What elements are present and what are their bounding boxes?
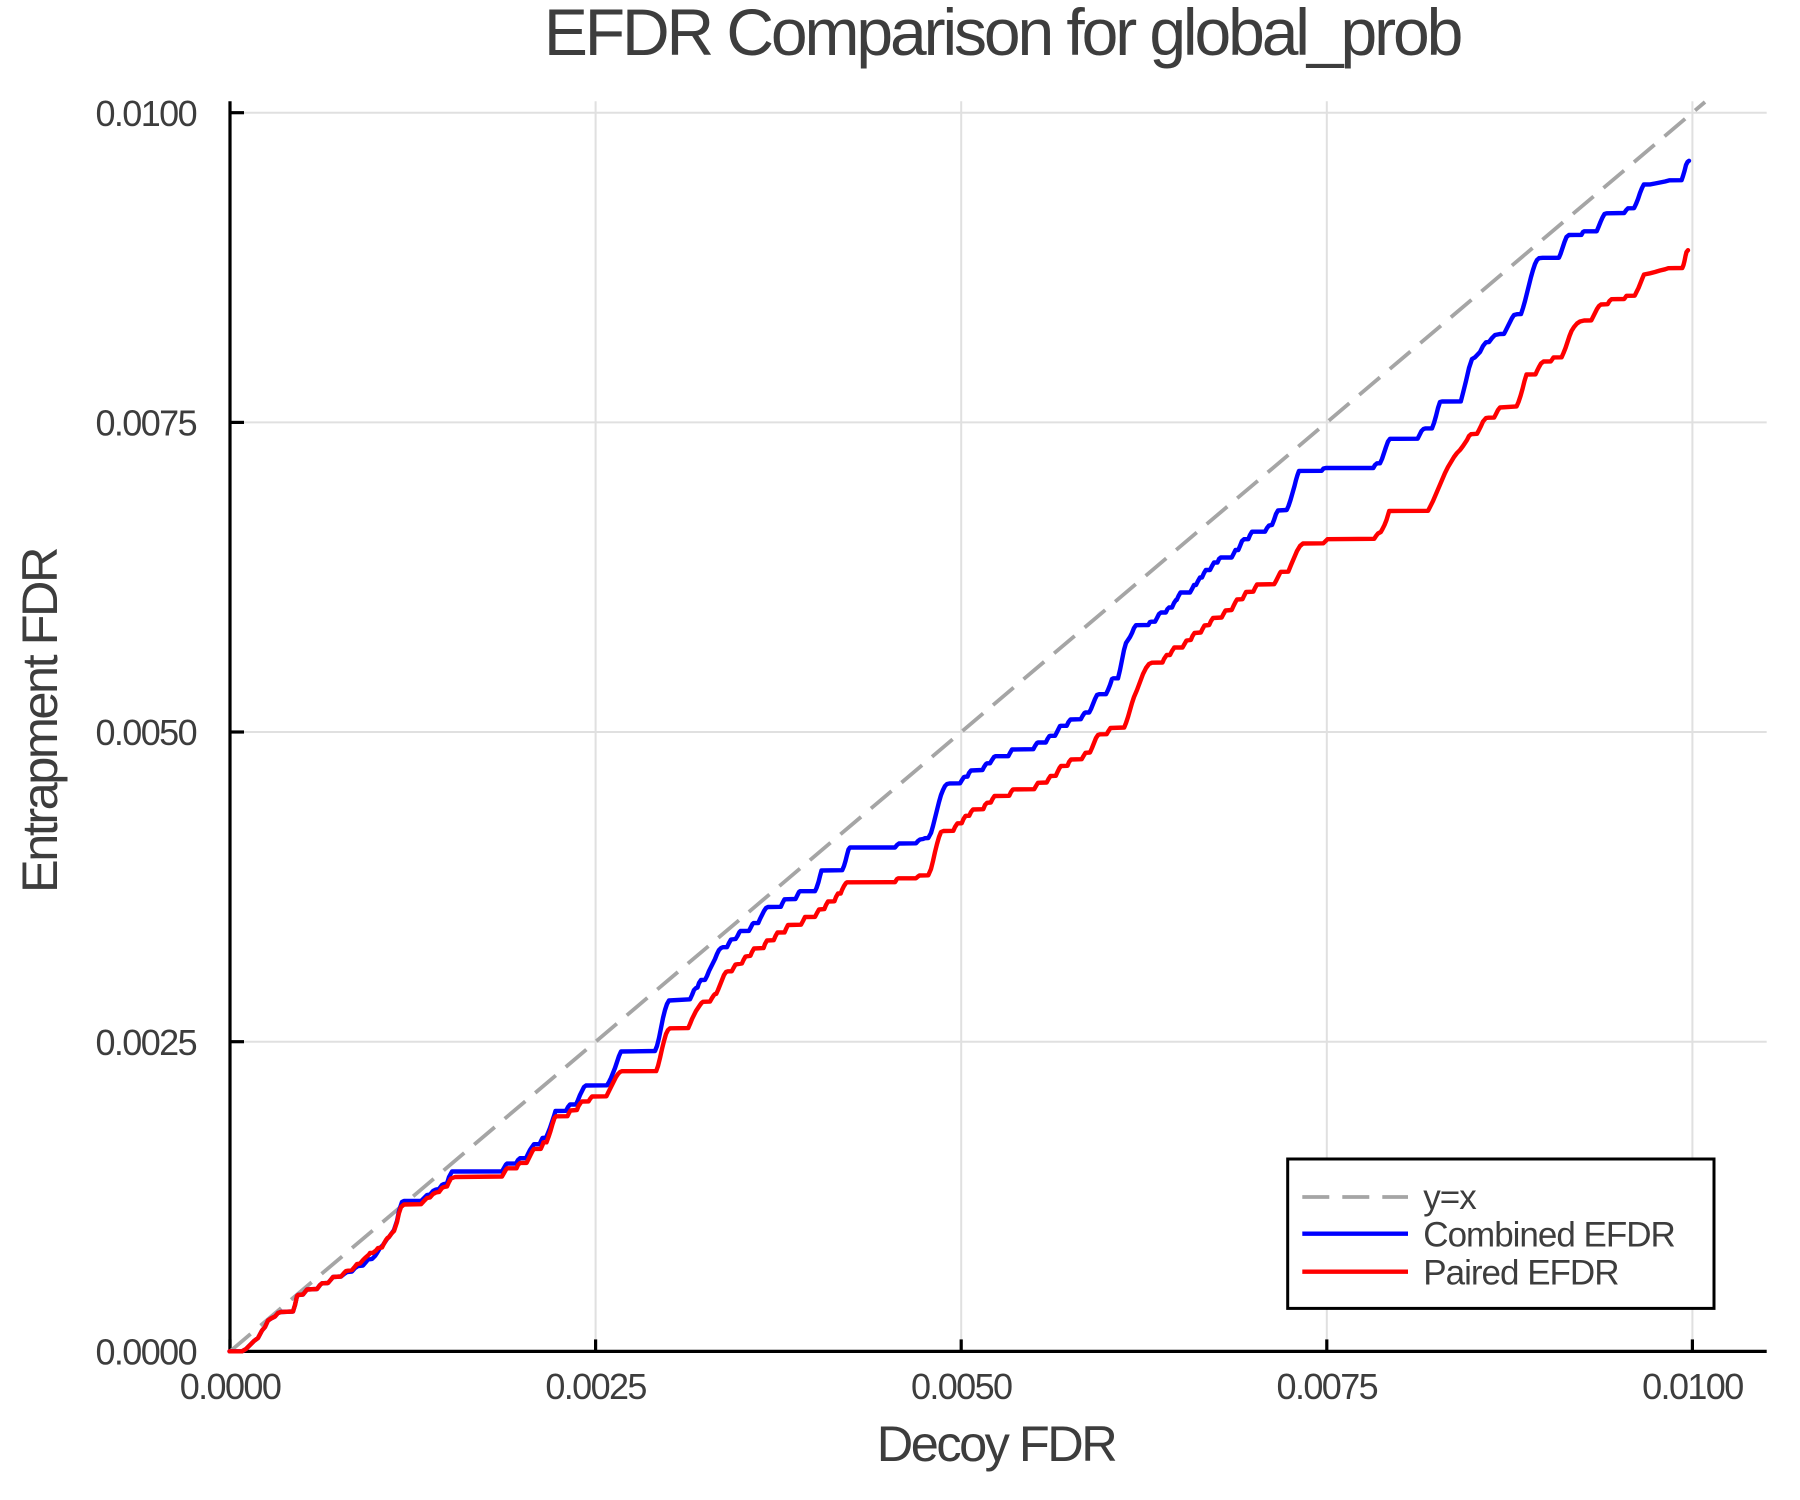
svg-text:Paired EFDR: Paired EFDR — [1423, 1253, 1618, 1292]
svg-text:Combined EFDR: Combined EFDR — [1423, 1215, 1675, 1254]
svg-text:0.0050: 0.0050 — [911, 1366, 1012, 1407]
svg-text:0.0050: 0.0050 — [95, 712, 196, 753]
svg-text:0.0000: 0.0000 — [95, 1332, 196, 1373]
svg-text:0.0100: 0.0100 — [1642, 1366, 1743, 1407]
svg-text:y=x: y=x — [1423, 1178, 1477, 1217]
svg-text:0.0025: 0.0025 — [95, 1022, 196, 1063]
svg-text:0.0075: 0.0075 — [1277, 1366, 1378, 1407]
svg-text:0.0075: 0.0075 — [95, 403, 196, 444]
svg-text:0.0100: 0.0100 — [95, 93, 196, 134]
svg-text:EFDR Comparison for global_pro: EFDR Comparison for global_prob — [544, 0, 1461, 69]
svg-text:0.0025: 0.0025 — [545, 1366, 646, 1407]
svg-text:Decoy FDR: Decoy FDR — [877, 1415, 1116, 1472]
svg-text:0.0000: 0.0000 — [180, 1366, 281, 1407]
svg-text:Entrapment FDR: Entrapment FDR — [11, 548, 68, 893]
